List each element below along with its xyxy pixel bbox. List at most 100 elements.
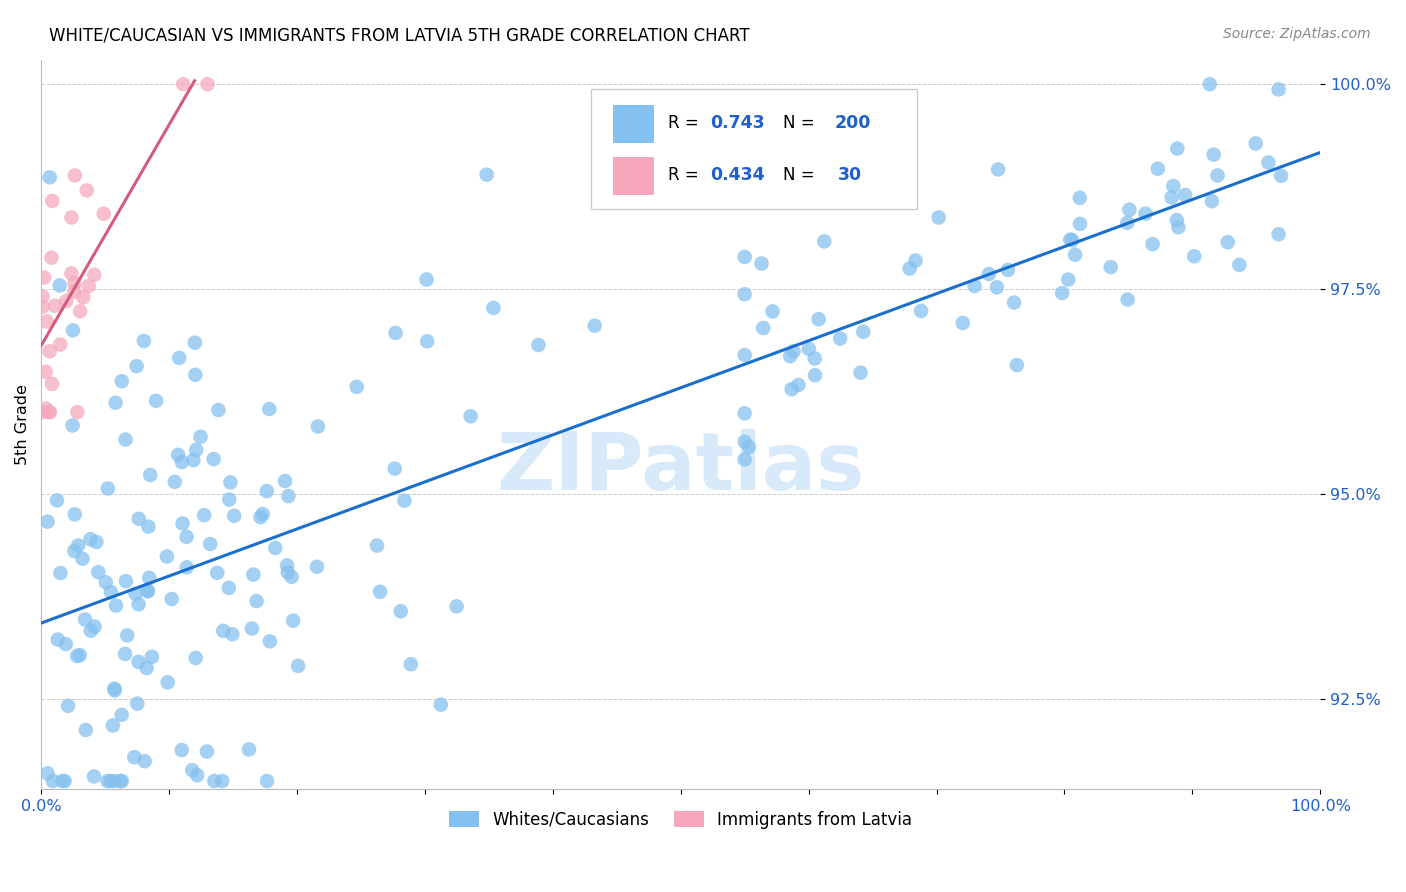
Point — [184, 335, 207, 350]
Point — [952, 316, 974, 330]
Point — [583, 318, 606, 333]
Text: R =: R = — [668, 166, 704, 184]
Point — [240, 622, 263, 636]
Point — [46, 632, 69, 647]
Point — [1059, 233, 1081, 247]
Point — [904, 253, 927, 268]
Point — [160, 592, 183, 607]
Point — [63, 544, 86, 558]
Point — [779, 349, 801, 363]
Point — [48, 278, 70, 293]
Point — [202, 774, 225, 789]
Point — [62, 323, 84, 337]
Point — [156, 549, 179, 564]
Point — [1166, 142, 1188, 156]
Point — [136, 583, 159, 598]
Point — [1201, 194, 1223, 209]
Point — [46, 493, 69, 508]
Point — [37, 766, 59, 780]
Point — [35, 314, 58, 328]
Text: 0.434: 0.434 — [710, 166, 765, 184]
Point — [100, 585, 122, 599]
Point — [218, 581, 240, 595]
Point — [49, 566, 72, 580]
Point — [238, 742, 260, 756]
Point — [1099, 260, 1122, 274]
Point — [31, 405, 53, 419]
Point — [96, 774, 118, 789]
Point — [252, 507, 274, 521]
Point — [1118, 202, 1140, 217]
Point — [138, 519, 160, 533]
Point — [132, 334, 155, 348]
Legend: Whites/Caucasians, Immigrants from Latvia: Whites/Caucasians, Immigrants from Latvi… — [443, 805, 920, 836]
Y-axis label: 5th Grade: 5th Grade — [15, 384, 30, 465]
Point — [416, 334, 439, 349]
Point — [211, 774, 233, 789]
Point — [346, 380, 368, 394]
Point — [264, 541, 287, 555]
Point — [1057, 272, 1080, 286]
Point — [83, 619, 105, 633]
Point — [1116, 216, 1139, 230]
Point — [752, 321, 775, 335]
Point — [115, 574, 138, 589]
Point — [1163, 179, 1185, 194]
Text: Source: ZipAtlas.com: Source: ZipAtlas.com — [1223, 27, 1371, 41]
Point — [734, 406, 756, 420]
Point — [125, 359, 148, 374]
Point — [60, 267, 83, 281]
Point — [202, 452, 225, 467]
Point — [1182, 249, 1205, 263]
Point — [53, 774, 76, 789]
Point — [384, 461, 406, 475]
Point — [762, 304, 785, 318]
Point — [87, 565, 110, 579]
Point — [83, 268, 105, 282]
Point — [170, 455, 193, 469]
Point — [1270, 169, 1292, 183]
Point — [852, 325, 875, 339]
Point — [249, 510, 271, 524]
Point — [138, 571, 160, 585]
Point — [104, 395, 127, 409]
Point — [256, 774, 278, 789]
Point — [797, 342, 820, 356]
Point — [987, 162, 1010, 177]
Point — [41, 194, 63, 208]
Text: ZIPatlas: ZIPatlas — [496, 429, 865, 508]
Point — [38, 344, 60, 359]
Point — [167, 448, 190, 462]
Point — [35, 401, 58, 416]
Point — [787, 378, 810, 392]
Point — [104, 683, 127, 698]
Point — [41, 251, 63, 265]
Point — [66, 648, 89, 663]
Point — [277, 566, 299, 580]
Point — [31, 300, 53, 314]
Point — [256, 484, 278, 499]
Point — [224, 508, 246, 523]
Point — [1002, 295, 1025, 310]
Point — [1244, 136, 1267, 151]
Point — [56, 698, 79, 713]
Point — [734, 452, 756, 467]
Point — [1227, 258, 1250, 272]
Point — [460, 409, 482, 424]
Point — [734, 434, 756, 449]
Point — [128, 598, 150, 612]
Text: R =: R = — [668, 114, 704, 132]
Point — [1206, 169, 1229, 183]
Point — [242, 567, 264, 582]
Point — [384, 326, 406, 340]
Point — [190, 430, 212, 444]
Point — [281, 614, 304, 628]
Point — [145, 393, 167, 408]
Point — [195, 745, 218, 759]
Text: 30: 30 — [838, 166, 862, 184]
Point — [101, 718, 124, 732]
Point — [42, 774, 65, 789]
Point — [124, 587, 146, 601]
Point — [1267, 227, 1289, 242]
Point — [93, 207, 115, 221]
